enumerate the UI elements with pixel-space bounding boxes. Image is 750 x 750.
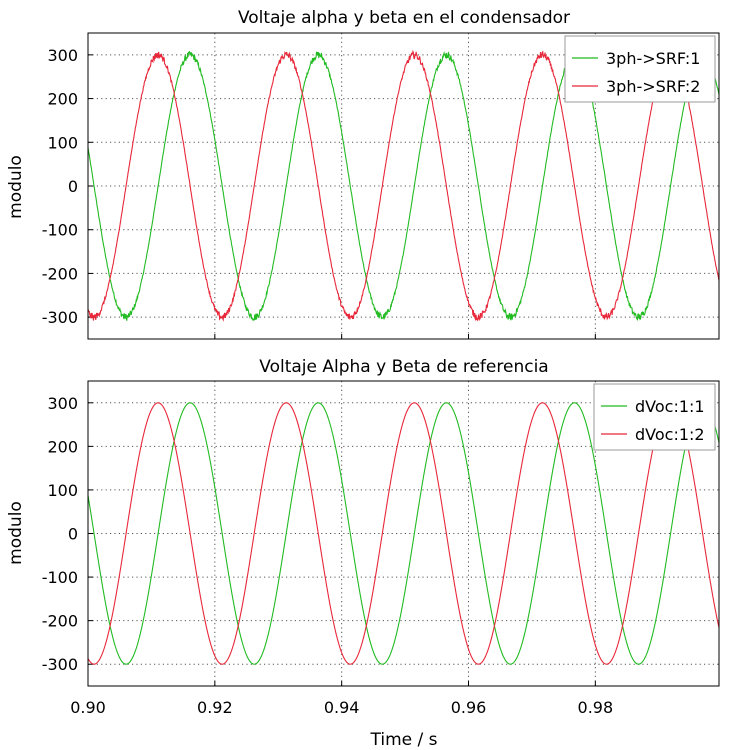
series-line-srf-1: [87, 50, 720, 322]
x-tick-label: 0.90: [70, 698, 106, 717]
chart-bottom-title: Voltaje Alpha y Beta de referencia: [259, 357, 548, 377]
chart-top-title: Voltaje alpha y beta en el condensador: [238, 8, 570, 28]
y-tick-label: 200: [47, 90, 78, 109]
chart-top-frame: [87, 32, 720, 340]
chart-bottom-legend: dVoc:1:1 dVoc:1:2: [593, 383, 716, 451]
series-line-srf-2: [87, 49, 720, 322]
y-tick-label: 300: [47, 394, 78, 413]
series-line-dvoc-1: [87, 402, 720, 665]
x-tick-label: 0.96: [451, 698, 487, 717]
x-tick-label: 0.98: [578, 698, 614, 717]
x-tick-label: 0.94: [324, 698, 360, 717]
y-tick-label: 0: [68, 177, 78, 196]
legend-label-dvoc-1: dVoc:1:1: [635, 397, 705, 416]
legend-label-srf-2: 3ph->SRF:2: [606, 77, 700, 96]
chart-top-ylabel: modulo: [6, 155, 26, 219]
chart-top-legend-box: [564, 35, 716, 103]
chart-top-series: [87, 49, 720, 322]
chart-bottom-ylabel: modulo: [6, 501, 26, 565]
y-tick-label: 0: [68, 525, 78, 544]
y-tick-label: -300: [42, 655, 78, 674]
chart-bottom-yticks: 300 200 100 0 -100 -200 -300: [42, 394, 93, 674]
y-tick-label: -200: [42, 612, 78, 631]
chart-bottom-series: [87, 402, 720, 665]
y-tick-label: 200: [47, 437, 78, 456]
y-tick-label: -300: [42, 308, 78, 327]
legend-label-srf-1: 3ph->SRF:1: [606, 49, 700, 68]
y-tick-label: -100: [42, 568, 78, 587]
chart-bottom-legend-box: [593, 383, 716, 451]
chart-top-yticks: 300 200 100 0 -100 -200 -300: [42, 46, 93, 327]
chart-top-xticks: [87, 334, 596, 339]
chart-bottom-xlabel: Time / s: [370, 730, 438, 750]
legend-label-dvoc-2: dVoc:1:2: [635, 425, 705, 444]
series-line-dvoc-2: [87, 402, 720, 665]
y-tick-label: -100: [42, 221, 78, 240]
chart-bottom: Voltaje Alpha y Beta de referencia modul…: [6, 357, 720, 750]
chart-bottom-xticks: 0.90 0.92 0.94 0.96 0.98: [70, 681, 613, 717]
chart-top: Voltaje alpha y beta en el condensador m…: [6, 8, 720, 340]
y-tick-label: -200: [42, 264, 78, 283]
y-tick-label: 100: [47, 133, 78, 152]
y-tick-label: 300: [47, 46, 78, 65]
x-tick-label: 0.92: [197, 698, 233, 717]
y-tick-label: 100: [47, 481, 78, 500]
chart-top-legend: 3ph->SRF:1 3ph->SRF:2: [564, 35, 716, 103]
chart-bottom-frame: [87, 380, 720, 687]
